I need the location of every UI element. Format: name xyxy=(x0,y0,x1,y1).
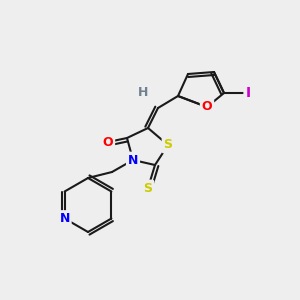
Text: I: I xyxy=(245,86,250,100)
Text: O: O xyxy=(202,100,212,113)
Text: O: O xyxy=(103,136,113,148)
Text: S: S xyxy=(164,139,172,152)
Text: S: S xyxy=(143,182,152,194)
Text: N: N xyxy=(128,154,138,166)
Text: H: H xyxy=(138,86,148,100)
Text: N: N xyxy=(59,212,70,225)
